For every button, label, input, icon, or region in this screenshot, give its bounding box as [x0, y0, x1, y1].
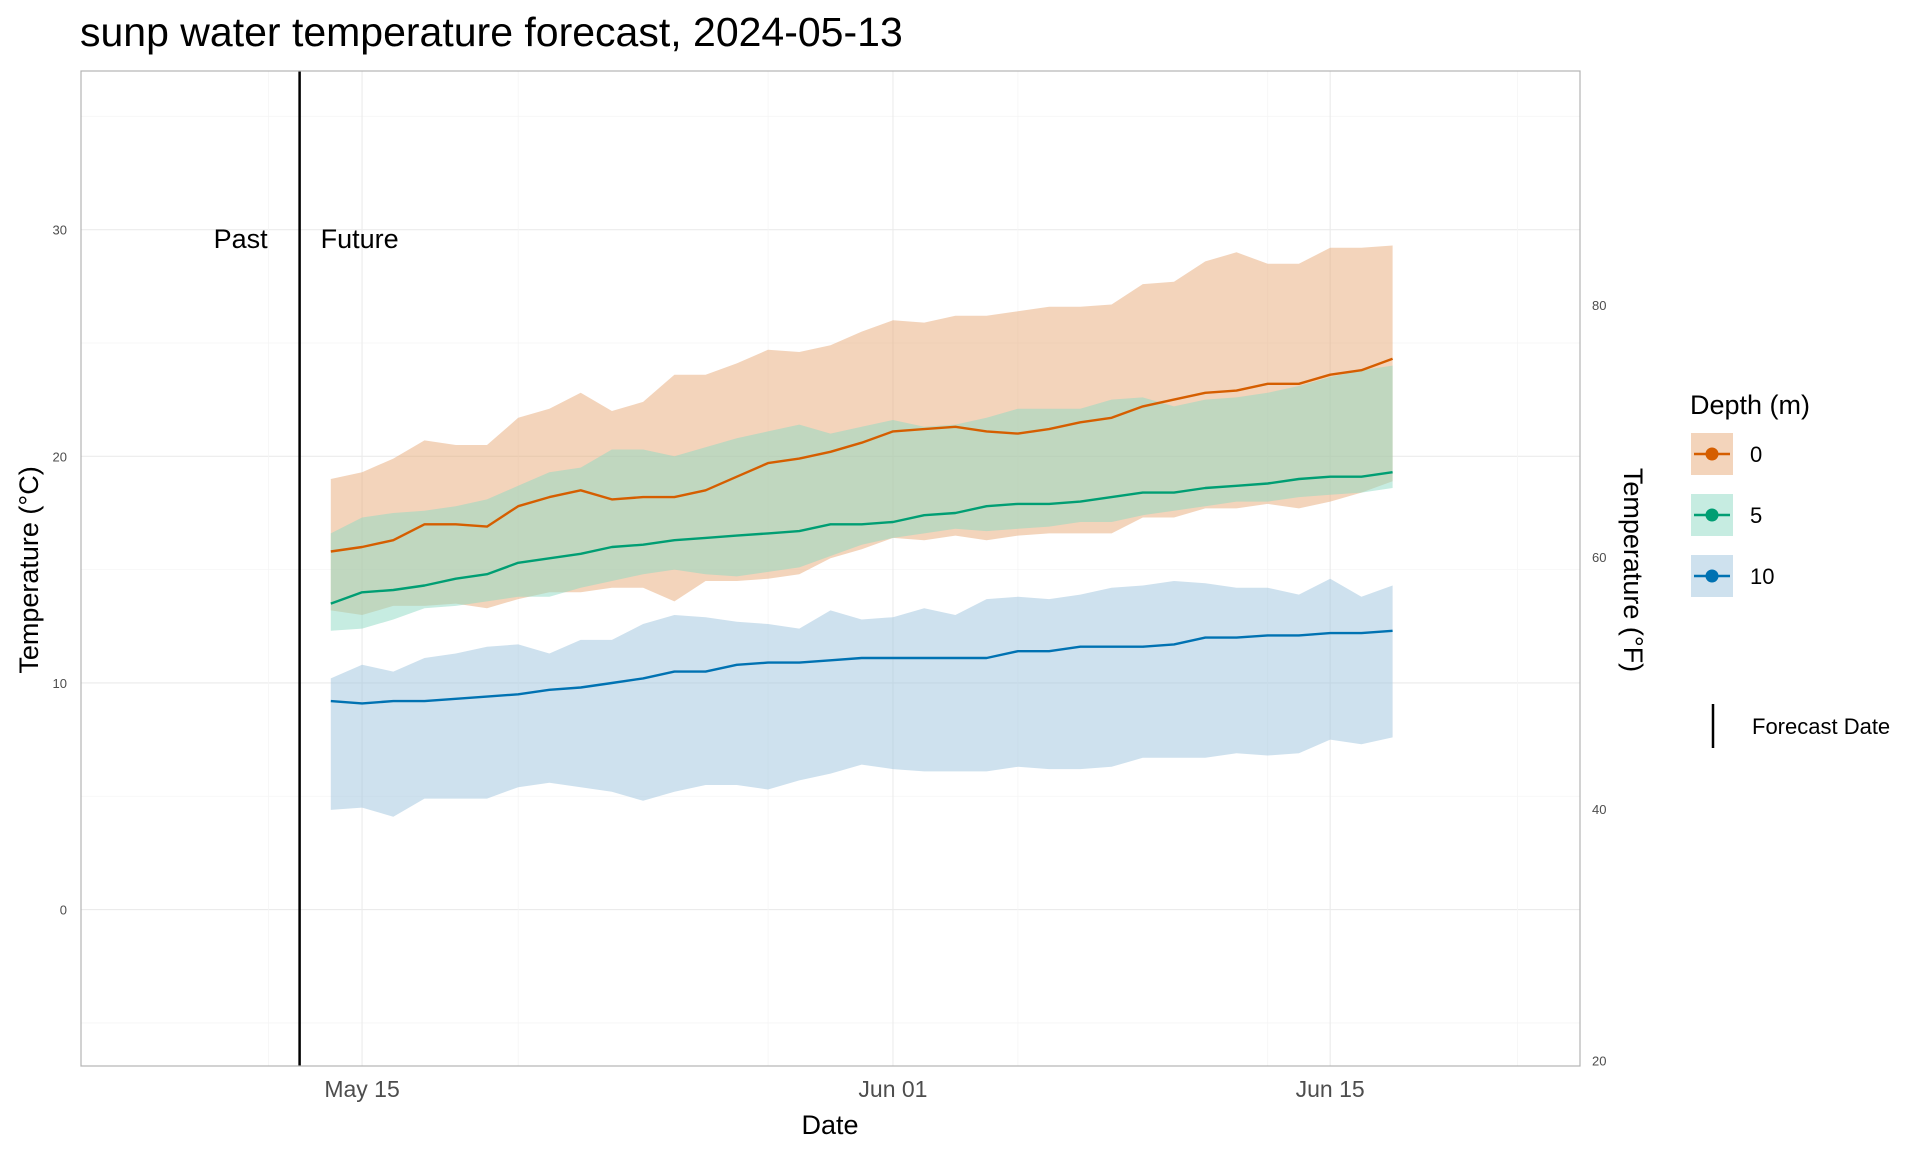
line-depth-0 — [330, 357, 1394, 553]
legend-key-dot-5 — [1705, 508, 1719, 522]
chart-title: sunp water temperature forecast, 2024-05… — [80, 9, 903, 55]
y-axis-right-ticks: 20 40 60 80 — [1592, 298, 1606, 1069]
line-depth-10 — [330, 629, 1393, 705]
legend-key-dot-0 — [1705, 447, 1719, 461]
legend-entries: 0 5 10 — [1691, 433, 1774, 597]
y-tick-label-right: 80 — [1592, 298, 1606, 313]
plot-panel-border — [80, 70, 1581, 1067]
y-tick-label-left: 30 — [53, 223, 67, 238]
line-depth-5 — [330, 471, 1393, 605]
y-axis-left-ticks: 0 10 20 30 — [53, 223, 67, 918]
past-label: Past — [214, 224, 269, 254]
grid-lines — [81, 71, 1580, 1066]
x-axis-title: Date — [801, 1110, 858, 1140]
y-tick-label-left: 0 — [60, 903, 67, 918]
x-tick-label: May 15 — [324, 1076, 399, 1102]
y-tick-label-right: 20 — [1592, 1054, 1606, 1069]
legend-label-5: 5 — [1750, 503, 1762, 528]
legend-label-10: 10 — [1750, 564, 1774, 589]
x-axis-ticks: May 15 Jun 01 Jun 15 — [324, 1076, 1364, 1102]
x-tick-label: Jun 01 — [858, 1076, 927, 1102]
legend: Depth (m) 0 5 10 Forecast Date — [1690, 390, 1890, 748]
y-tick-label-right: 40 — [1592, 802, 1606, 817]
band-depth-5 — [330, 365, 1393, 631]
legend-title: Depth (m) — [1690, 390, 1810, 420]
y-tick-label-right: 60 — [1592, 550, 1606, 565]
x-tick-label: Jun 15 — [1296, 1076, 1365, 1102]
y-tick-label-left: 20 — [53, 449, 67, 464]
y-tick-label-left: 10 — [53, 676, 67, 691]
legend-forecast-label: Forecast Date — [1752, 714, 1890, 739]
y-axis-title-left: Temperature (°C) — [14, 466, 44, 673]
legend-label-0: 0 — [1750, 442, 1762, 467]
uncertainty-bands — [330, 245, 1393, 817]
mean-lines — [330, 357, 1394, 705]
y-axis-title-right: Temperature (°F) — [1618, 468, 1648, 672]
band-depth-10 — [330, 578, 1393, 817]
future-label: Future — [321, 224, 399, 254]
legend-key-dot-10 — [1705, 569, 1719, 583]
